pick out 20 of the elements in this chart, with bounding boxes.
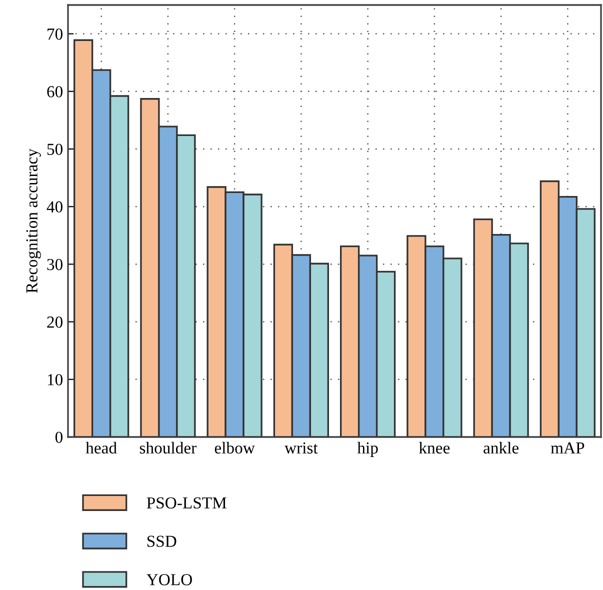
y-tick-label: 30 [47, 258, 63, 270]
x-tick-label: hip [357, 442, 378, 457]
y-tick-label: 50 [47, 144, 63, 155]
y-tick-label: 40 [46, 201, 63, 213]
x-tick-label: mAP [550, 442, 584, 454]
x-tick-label: shoulder [140, 442, 196, 454]
x-tick-label: wrist [284, 442, 318, 454]
y-tick-label: 10 [48, 374, 63, 386]
x-tick-label: head [86, 442, 117, 454]
x-tick-label: knee [419, 442, 450, 454]
y-axis-title: Recognition accuracy [26, 148, 41, 293]
y-tick-label: 70 [48, 28, 63, 40]
legend-label: YOLO [146, 574, 192, 586]
legend-label: PSO-LSTM [146, 497, 226, 509]
x-tick-label: ankle [484, 442, 519, 454]
y-tick-label: 60 [47, 86, 63, 98]
y-tick-label: 0 [55, 432, 63, 443]
x-tick-label: elbow [214, 442, 255, 454]
y-tick-label: 20 [47, 316, 63, 328]
legend-label: SSD [147, 536, 176, 547]
